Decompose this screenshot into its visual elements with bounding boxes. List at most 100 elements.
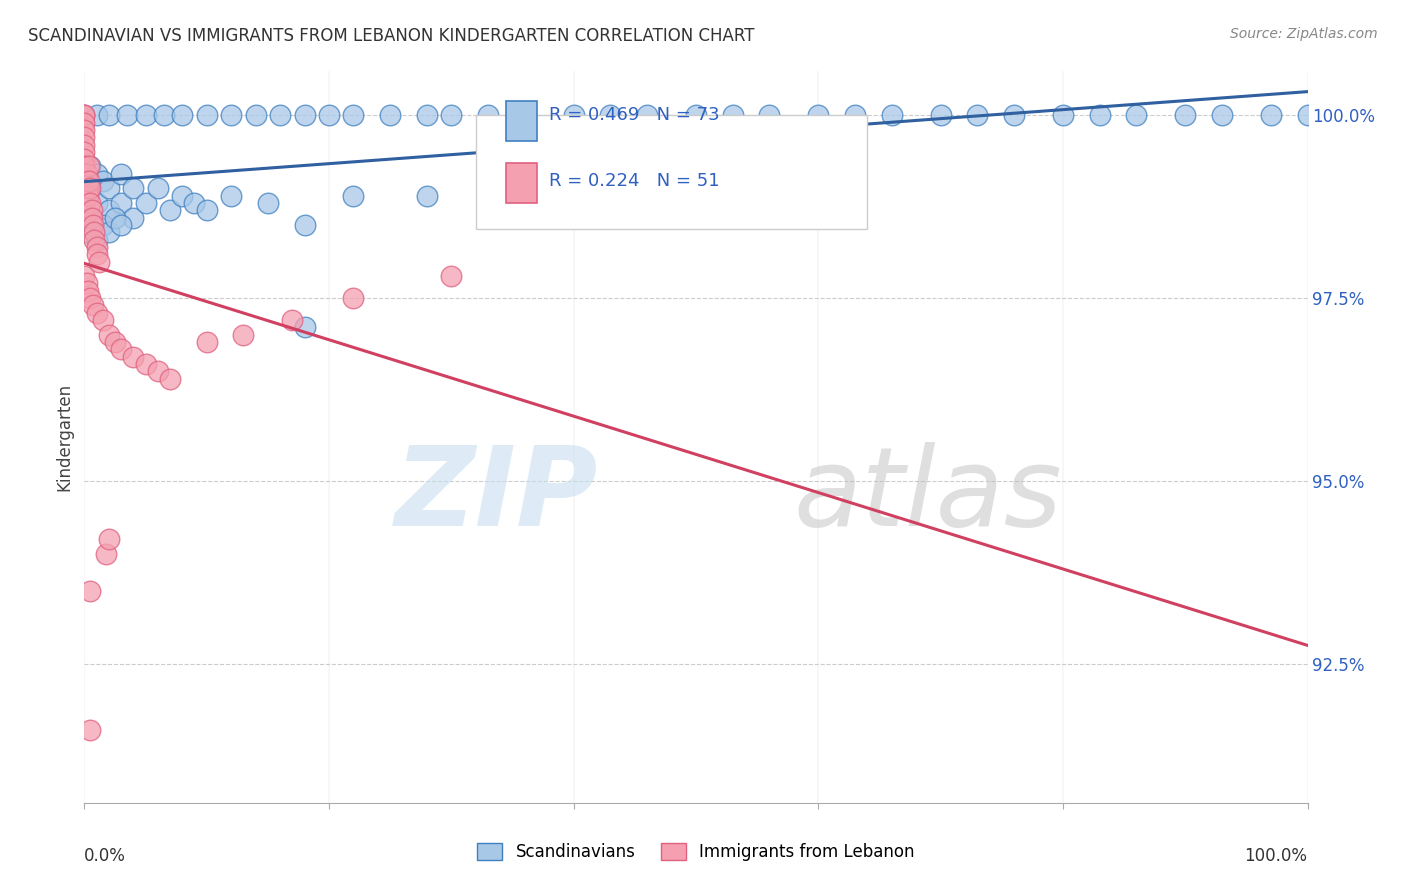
Point bbox=[880, 108, 903, 122]
Text: ZIP: ZIP bbox=[395, 442, 598, 549]
Point bbox=[73, 174, 96, 188]
Point bbox=[153, 108, 176, 122]
Point bbox=[929, 108, 952, 122]
Point bbox=[77, 174, 100, 188]
Text: 100.0%: 100.0% bbox=[1244, 847, 1308, 864]
Point bbox=[195, 203, 218, 218]
Point bbox=[219, 108, 242, 122]
Point bbox=[79, 211, 101, 225]
Point bbox=[91, 174, 114, 188]
Point bbox=[73, 225, 96, 239]
Point bbox=[73, 123, 96, 137]
Point bbox=[502, 181, 524, 195]
Point bbox=[91, 218, 114, 232]
Point bbox=[122, 350, 145, 364]
Point bbox=[758, 108, 780, 122]
Legend: Scandinavians, Immigrants from Lebanon: Scandinavians, Immigrants from Lebanon bbox=[471, 836, 921, 868]
Point bbox=[110, 218, 132, 232]
Point bbox=[110, 167, 132, 181]
Point bbox=[195, 108, 218, 122]
Point bbox=[1260, 108, 1282, 122]
Point bbox=[86, 247, 108, 261]
Point bbox=[195, 334, 218, 349]
FancyBboxPatch shape bbox=[506, 101, 537, 141]
Point bbox=[159, 371, 181, 385]
Point bbox=[562, 108, 585, 122]
Point bbox=[77, 160, 100, 174]
Point bbox=[97, 533, 120, 547]
Point bbox=[172, 188, 194, 202]
Point bbox=[1088, 108, 1111, 122]
Point bbox=[86, 196, 108, 211]
Point bbox=[97, 225, 120, 239]
Point bbox=[97, 327, 120, 342]
Point bbox=[416, 108, 439, 122]
Point bbox=[380, 108, 402, 122]
Point bbox=[73, 269, 96, 284]
Point bbox=[86, 167, 108, 181]
Text: R = 0.224   N = 51: R = 0.224 N = 51 bbox=[550, 172, 720, 190]
Point bbox=[76, 277, 98, 291]
Point bbox=[281, 313, 304, 327]
Point bbox=[183, 196, 205, 211]
Point bbox=[76, 174, 98, 188]
Point bbox=[97, 203, 120, 218]
Point bbox=[82, 218, 104, 232]
Point bbox=[1125, 108, 1147, 122]
Point bbox=[342, 108, 364, 122]
Point bbox=[146, 364, 169, 378]
Point bbox=[86, 306, 108, 320]
Point bbox=[82, 298, 104, 312]
Point bbox=[110, 343, 132, 357]
Point bbox=[97, 181, 120, 195]
Point bbox=[342, 291, 364, 305]
Point bbox=[87, 254, 110, 268]
Point bbox=[1002, 108, 1025, 122]
Point bbox=[232, 327, 254, 342]
Point bbox=[86, 240, 108, 254]
Text: SCANDINAVIAN VS IMMIGRANTS FROM LEBANON KINDERGARTEN CORRELATION CHART: SCANDINAVIAN VS IMMIGRANTS FROM LEBANON … bbox=[28, 27, 755, 45]
Point bbox=[966, 108, 988, 122]
Point bbox=[219, 188, 242, 202]
Point bbox=[79, 291, 101, 305]
Point bbox=[599, 108, 621, 122]
Point bbox=[1174, 108, 1197, 122]
Point bbox=[73, 196, 96, 211]
Point bbox=[1052, 108, 1074, 122]
Point bbox=[1211, 108, 1233, 122]
Point bbox=[80, 203, 103, 218]
Point bbox=[73, 145, 96, 159]
Point bbox=[79, 196, 101, 211]
Point bbox=[294, 218, 316, 232]
FancyBboxPatch shape bbox=[506, 162, 537, 203]
Point bbox=[513, 108, 536, 122]
Point bbox=[440, 269, 463, 284]
Point bbox=[104, 334, 127, 349]
Point bbox=[115, 108, 138, 122]
Point bbox=[79, 181, 101, 195]
Point bbox=[245, 108, 267, 122]
Point bbox=[73, 108, 96, 122]
Point bbox=[318, 108, 340, 122]
Point bbox=[73, 108, 96, 122]
Point bbox=[73, 160, 96, 174]
Point bbox=[83, 225, 105, 239]
Point bbox=[294, 320, 316, 334]
Point bbox=[342, 188, 364, 202]
Point bbox=[844, 108, 866, 122]
Point bbox=[104, 211, 127, 225]
Point bbox=[636, 108, 658, 122]
Point bbox=[159, 203, 181, 218]
Point bbox=[77, 284, 100, 298]
Point bbox=[721, 108, 744, 122]
Point bbox=[146, 181, 169, 195]
Point bbox=[1296, 108, 1319, 122]
Point bbox=[122, 181, 145, 195]
Point bbox=[73, 130, 96, 145]
Point bbox=[110, 196, 132, 211]
Point bbox=[97, 108, 120, 122]
Point bbox=[86, 233, 108, 247]
Point bbox=[172, 108, 194, 122]
Y-axis label: Kindergarten: Kindergarten bbox=[55, 383, 73, 491]
Point bbox=[77, 188, 100, 202]
